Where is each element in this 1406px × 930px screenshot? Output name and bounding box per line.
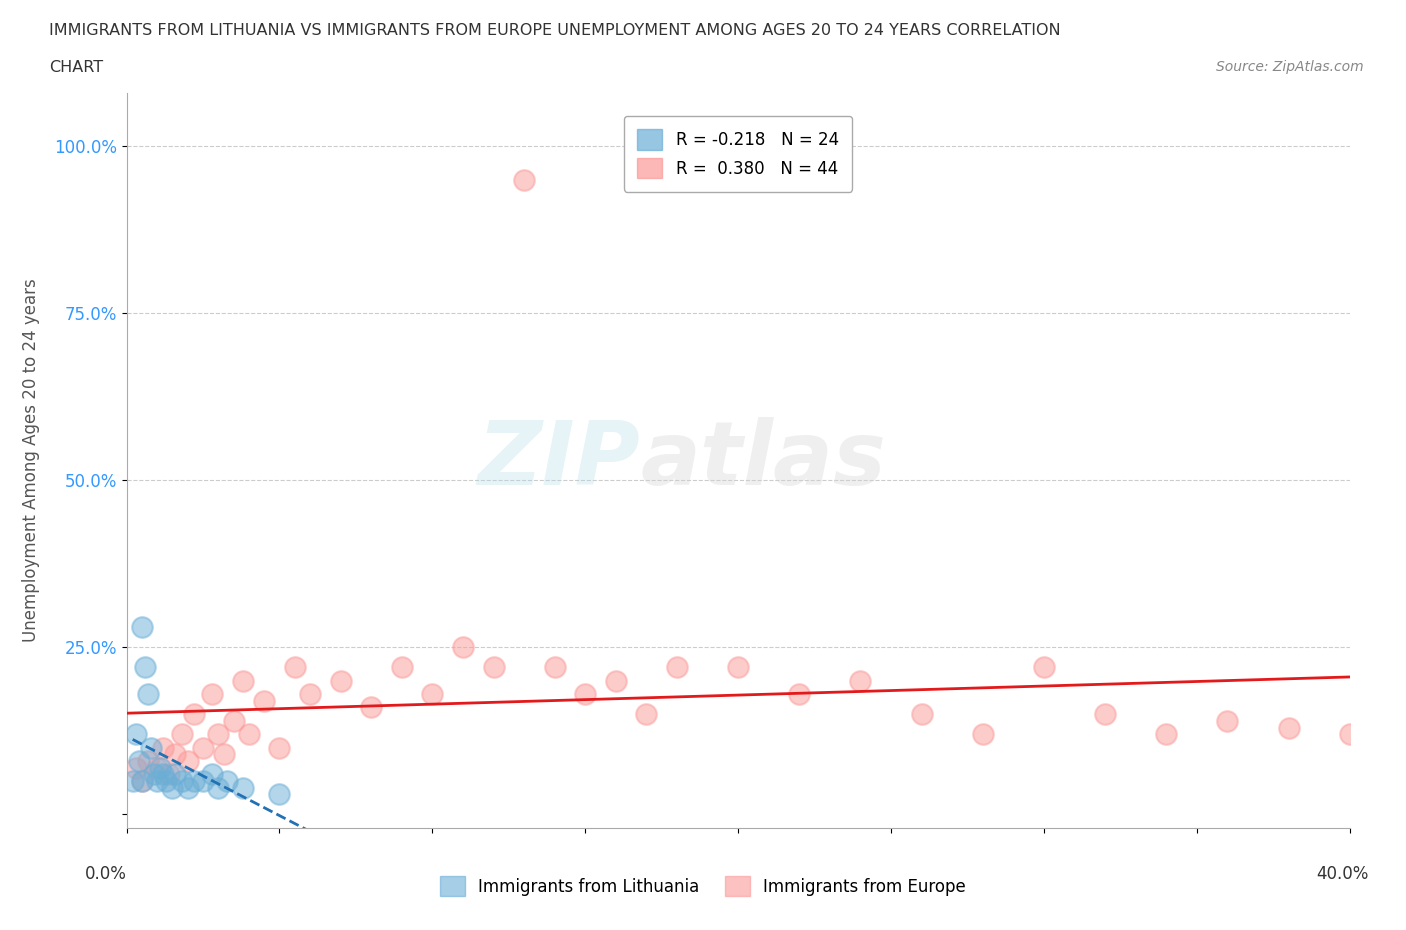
Point (253, 694, 276, 709)
Point (170, 726, 193, 741)
Point (143, 767, 166, 782)
Point (201, 686, 224, 701)
Point (911, 707, 934, 722)
Legend: Immigrants from Lithuania, Immigrants from Europe: Immigrants from Lithuania, Immigrants fr… (433, 870, 973, 903)
Point (170, 774, 193, 789)
Point (238, 726, 260, 741)
Point (727, 660, 749, 675)
Point (1156, 726, 1178, 741)
Point (165, 767, 187, 782)
Point (543, 660, 565, 675)
Point (183, 707, 205, 722)
Point (136, 753, 159, 768)
Point (125, 760, 148, 775)
Point (177, 780, 200, 795)
Text: 40.0%: 40.0% (1316, 865, 1369, 883)
Point (152, 740, 174, 755)
Point (482, 660, 505, 675)
Point (139, 740, 162, 755)
Text: CHART: CHART (49, 60, 103, 75)
Text: ZIP: ZIP (478, 417, 640, 504)
Point (131, 774, 153, 789)
Point (152, 767, 174, 782)
Point (391, 660, 413, 675)
Point (1277, 720, 1299, 735)
Point (134, 660, 156, 675)
Point (849, 673, 872, 688)
Point (269, 787, 291, 802)
Text: atlas: atlas (640, 417, 886, 504)
Legend: R = -0.218   N = 24, R =  0.380   N = 44: R = -0.218 N = 24, R = 0.380 N = 44 (624, 116, 852, 192)
Point (128, 753, 150, 768)
Point (787, 686, 810, 701)
Point (666, 660, 689, 675)
Point (131, 620, 153, 635)
Point (451, 640, 474, 655)
Point (217, 774, 239, 789)
Point (1216, 713, 1239, 728)
Point (574, 686, 596, 701)
Point (1033, 660, 1056, 675)
Point (605, 673, 627, 688)
Text: Source: ZipAtlas.com: Source: ZipAtlas.com (1216, 60, 1364, 74)
Point (214, 747, 236, 762)
Point (207, 780, 229, 795)
Text: IMMIGRANTS FROM LITHUANIA VS IMMIGRANTS FROM EUROPE UNEMPLOYMENT AMONG AGES 20 T: IMMIGRANTS FROM LITHUANIA VS IMMIGRANTS … (49, 23, 1062, 38)
Point (121, 774, 143, 789)
Point (207, 726, 229, 741)
Text: 0.0%: 0.0% (84, 865, 127, 883)
Point (1094, 707, 1116, 722)
Point (149, 760, 172, 775)
Point (177, 753, 200, 768)
Point (284, 660, 307, 675)
Point (222, 713, 245, 728)
Point (183, 774, 205, 789)
Point (155, 774, 177, 789)
Point (146, 760, 169, 775)
Point (232, 780, 254, 795)
Point (165, 747, 187, 762)
Point (232, 673, 254, 688)
Point (636, 707, 658, 722)
Point (513, 172, 536, 187)
Point (201, 767, 224, 782)
Point (146, 774, 169, 789)
Point (972, 726, 994, 741)
Point (269, 740, 291, 755)
Point (125, 726, 148, 741)
Point (131, 774, 153, 789)
Point (360, 700, 382, 715)
Point (191, 774, 214, 789)
Point (136, 686, 159, 701)
Point (422, 686, 444, 701)
Point (157, 767, 180, 782)
Point (329, 673, 352, 688)
Point (299, 686, 322, 701)
Point (1339, 726, 1361, 741)
Point (162, 780, 184, 795)
Point (191, 740, 214, 755)
Y-axis label: Unemployment Among Ages 20 to 24 years: Unemployment Among Ages 20 to 24 years (22, 278, 39, 643)
